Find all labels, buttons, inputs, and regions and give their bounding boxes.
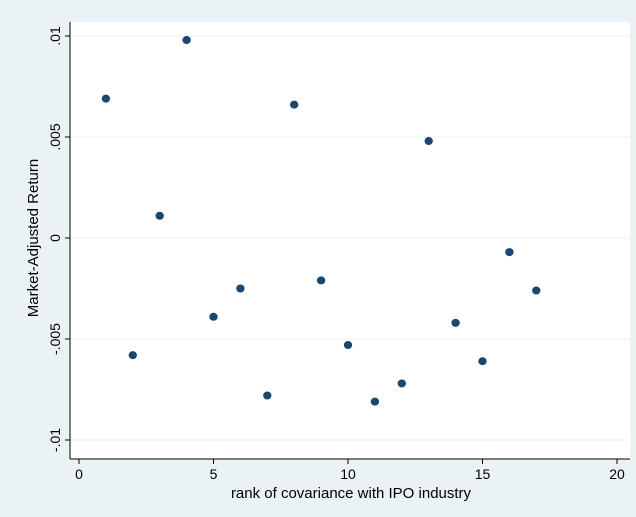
x-axis-title: rank of covariance with IPO industry	[231, 485, 472, 502]
y-tick-label: -.005	[47, 323, 63, 355]
data-point	[236, 284, 245, 293]
x-tick-label: 20	[609, 466, 625, 482]
ticks: -.01 -.005 0 .005 .01 0 5 10 15 20	[47, 26, 625, 482]
y-tick-label: 0	[47, 234, 63, 242]
y-axis-title: Market-Adjusted Return	[25, 159, 42, 317]
data-point	[101, 94, 111, 103]
data-point	[397, 379, 406, 388]
data-points	[101, 36, 541, 406]
x-tick-label: 15	[475, 466, 491, 482]
data-point	[182, 36, 191, 45]
x-tick-label: 10	[340, 466, 356, 482]
data-point	[370, 397, 380, 406]
data-point	[128, 351, 137, 360]
data-point	[155, 211, 164, 220]
data-point	[209, 312, 218, 321]
data-point	[451, 318, 460, 327]
y-tick-label: .005	[47, 123, 63, 150]
data-point	[263, 391, 272, 400]
data-point	[290, 100, 299, 109]
data-point	[343, 341, 353, 350]
y-tick-label: -.01	[47, 428, 63, 452]
data-point	[316, 276, 326, 285]
data-point	[505, 248, 514, 257]
data-point	[532, 286, 541, 295]
axes	[69, 22, 630, 460]
data-point	[478, 357, 487, 366]
x-tick-label: 0	[75, 466, 83, 482]
y-tick-label: .01	[47, 26, 63, 46]
grid	[70, 35, 630, 441]
data-point	[424, 137, 433, 146]
plot-area	[70, 22, 630, 459]
x-tick-label: 5	[210, 466, 218, 482]
